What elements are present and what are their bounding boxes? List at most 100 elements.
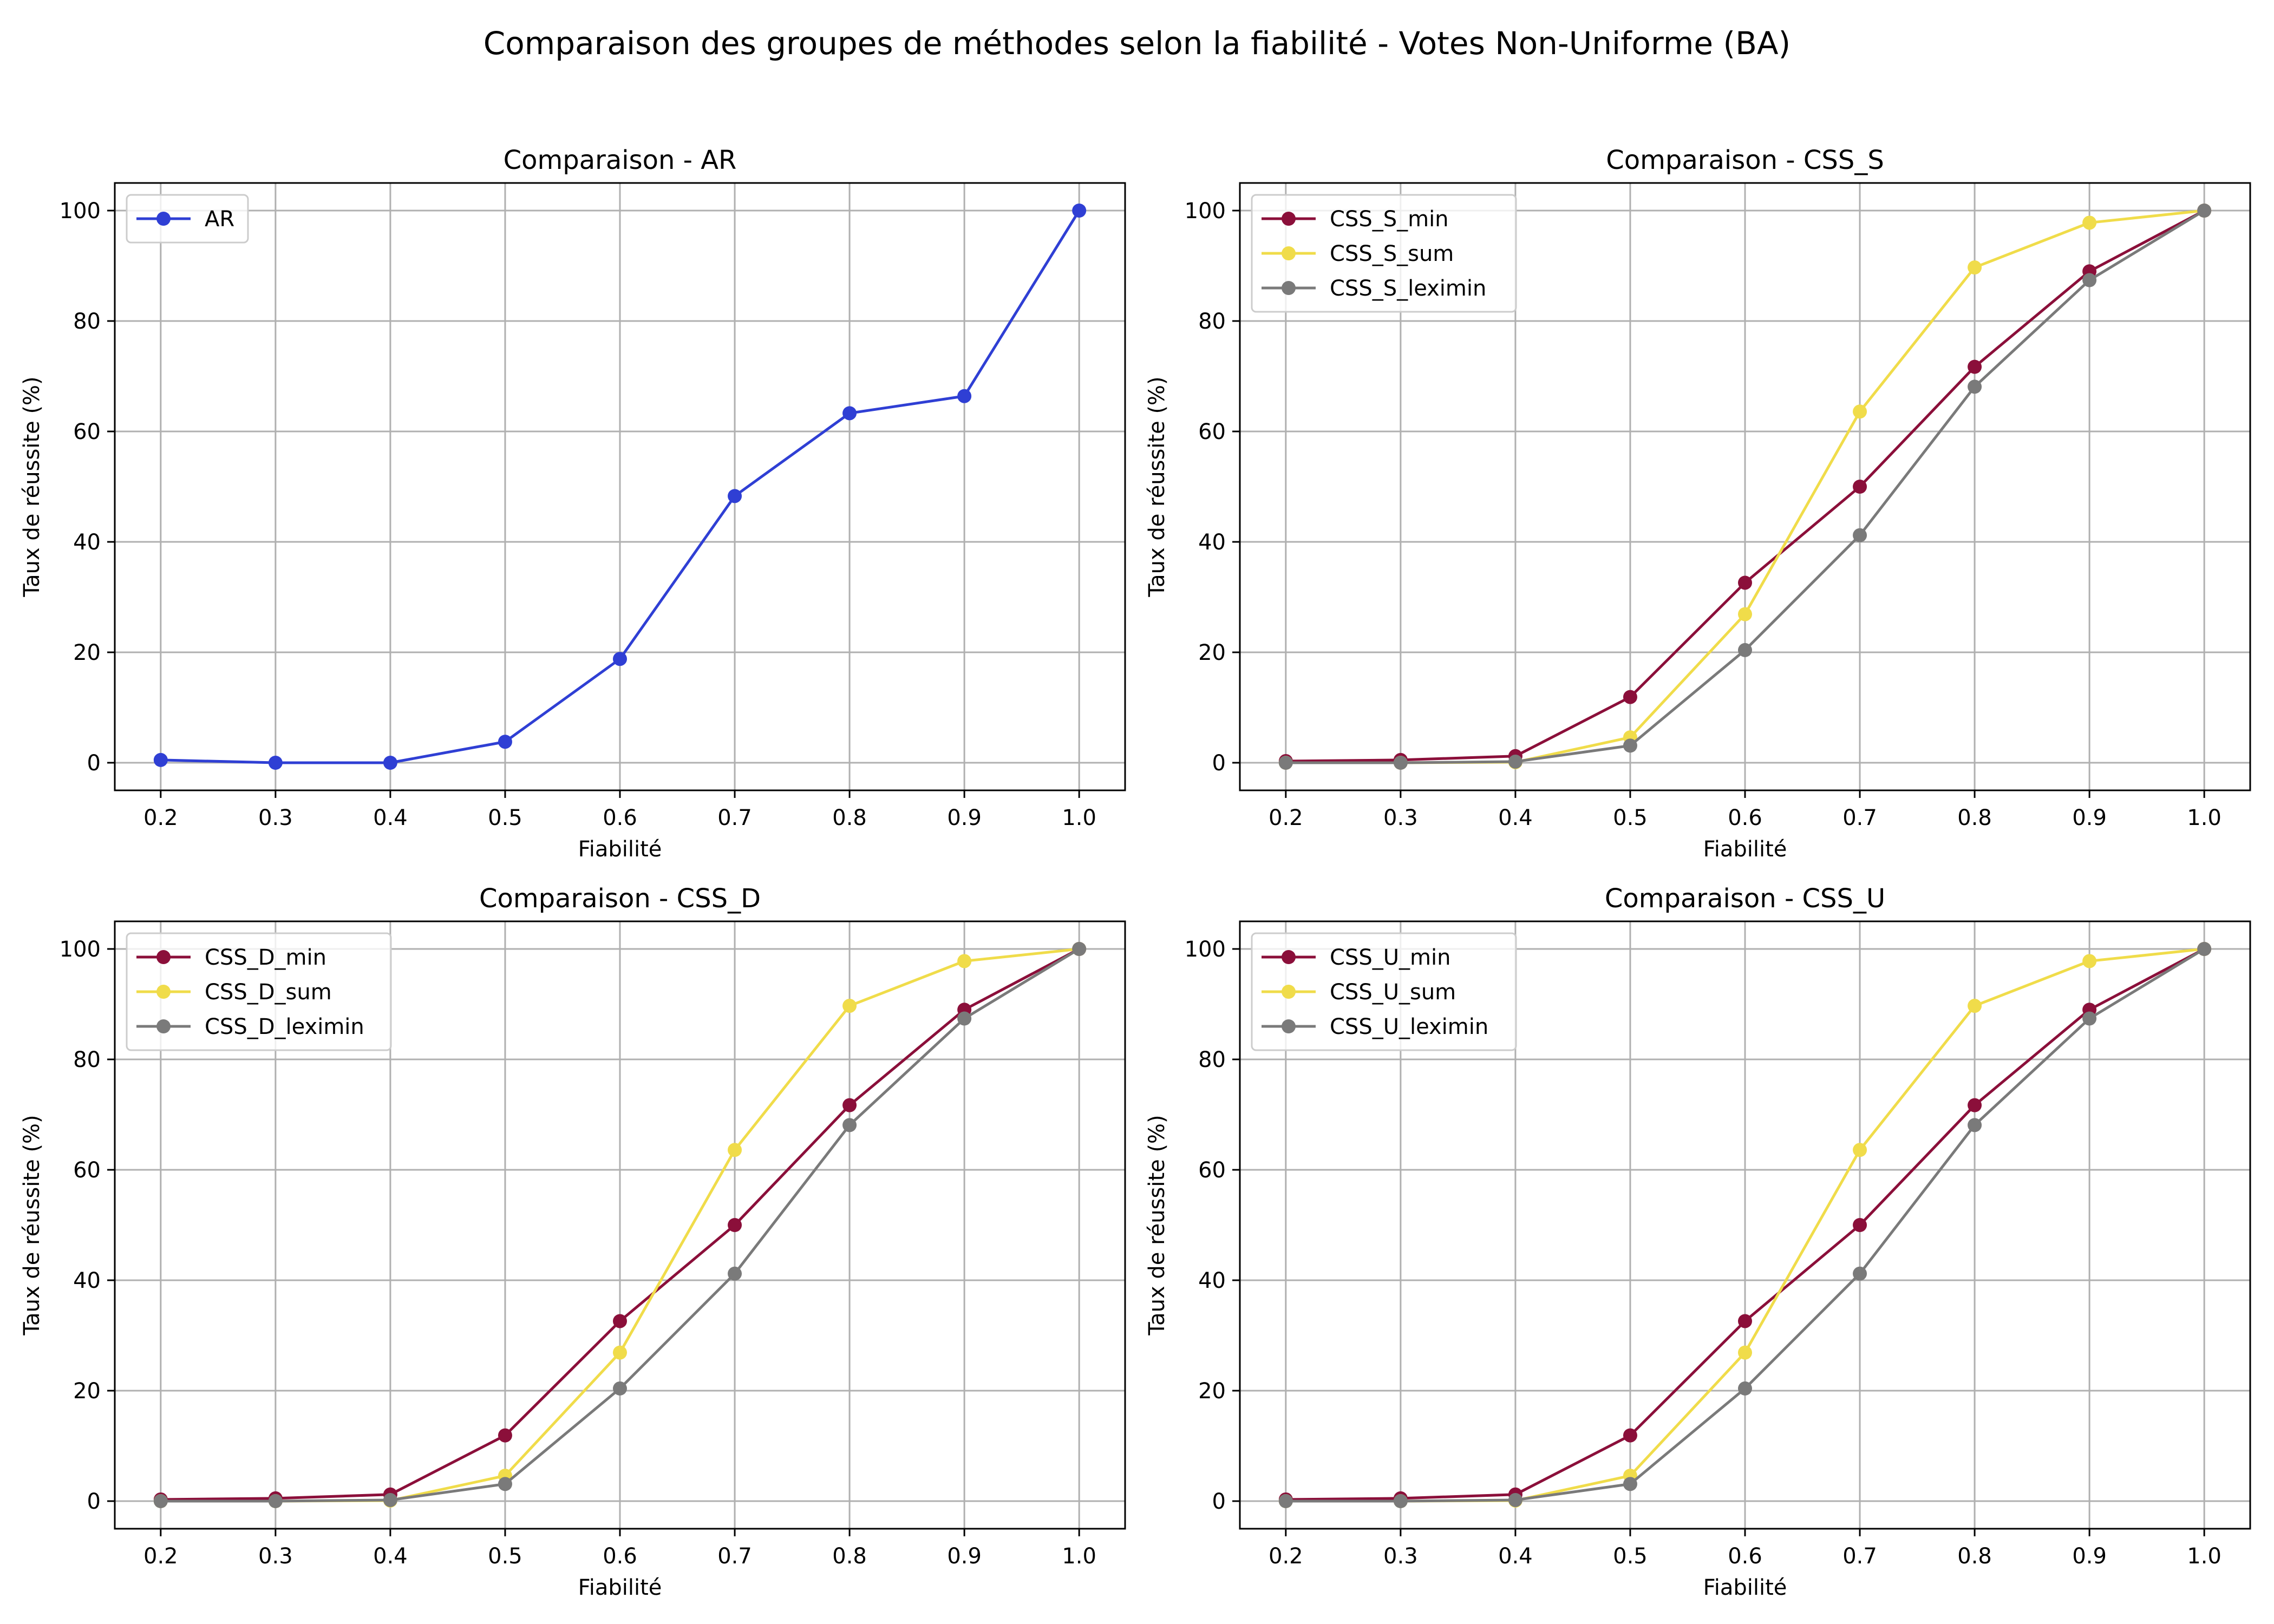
data-point — [1853, 480, 1867, 494]
x-tick-label: 0.6 — [603, 806, 637, 830]
y-tick-label: 20 — [73, 1379, 101, 1404]
data-point — [1623, 738, 1637, 753]
data-point — [613, 1314, 627, 1328]
data-point — [1968, 1118, 1982, 1132]
series-CSS_S_leximin — [1278, 204, 2212, 770]
data-point — [383, 756, 397, 770]
y-tick-label: 40 — [73, 1268, 101, 1293]
x-axis-label: Fiabilité — [578, 837, 662, 862]
legend-marker — [1282, 246, 1296, 260]
x-tick-label: 0.3 — [1383, 1544, 1418, 1569]
y-tick-label: 0 — [87, 751, 101, 776]
data-point — [728, 1143, 742, 1157]
data-point — [498, 735, 512, 749]
data-point — [1738, 1381, 1752, 1396]
data-point — [842, 1098, 857, 1112]
x-tick-label: 0.4 — [373, 1544, 408, 1569]
legend: CSS_D_min CSS_D_sum CSS_D_leximin — [126, 932, 392, 1051]
legend-label: CSS_U_sum — [1330, 980, 1456, 1005]
data-point — [2082, 1011, 2097, 1026]
legend-marker — [156, 212, 171, 226]
y-tick-label: 80 — [1198, 309, 1226, 334]
y-tick-label: 40 — [1198, 530, 1226, 555]
x-tick-label: 0.3 — [1383, 806, 1418, 830]
data-point — [1508, 1492, 1522, 1507]
subplot-2: 0.2 0.3 0.4 0.5 0.6 0.7 0.8 0.9 1.0 0 20 40 60 80 100 C… — [1145, 145, 2251, 862]
legend-marker — [1282, 281, 1296, 295]
x-tick-label: 0.9 — [2072, 1544, 2107, 1569]
data-point — [1623, 1477, 1637, 1491]
legend-label: CSS_S_leximin — [1330, 276, 1486, 301]
data-point — [842, 406, 857, 421]
data-point — [1738, 643, 1752, 657]
legend: CSS_S_min CSS_S_sum CSS_S_leximin — [1251, 194, 1517, 313]
data-point — [1968, 1098, 1982, 1112]
x-tick-label: 0.5 — [488, 806, 522, 830]
data-point — [1393, 756, 1408, 770]
data-point — [2082, 273, 2097, 287]
figure-title: Comparaison des groupes de méthodes selo… — [483, 25, 1791, 62]
data-point — [2082, 954, 2097, 968]
legend: AR — [126, 194, 249, 244]
x-tick-label: 1.0 — [2187, 1544, 2221, 1569]
data-point — [153, 752, 168, 767]
data-point — [2197, 942, 2212, 956]
x-tick-label: 0.2 — [1269, 806, 1303, 830]
x-tick-label: 0.2 — [143, 806, 178, 830]
y-axis-label: Taux de réussite (%) — [19, 1115, 44, 1335]
y-tick-label: 0 — [1212, 1489, 1226, 1514]
x-tick-label: 0.4 — [373, 806, 408, 830]
x-tick-label: 0.8 — [832, 1544, 867, 1569]
legend-marker — [156, 985, 171, 999]
data-point — [268, 756, 283, 770]
data-point — [498, 1428, 512, 1443]
legend-marker — [1282, 212, 1296, 226]
data-point — [1278, 756, 1293, 770]
data-point — [1508, 754, 1522, 769]
y-axis-label: Taux de réussite (%) — [1145, 376, 1169, 597]
x-tick-label: 0.5 — [1613, 1544, 1648, 1569]
x-axis-label: Fiabilité — [578, 1575, 662, 1600]
data-point — [1738, 1314, 1752, 1328]
x-tick-label: 0.8 — [1957, 806, 1992, 830]
data-point — [1853, 1143, 1867, 1157]
y-tick-label: 100 — [60, 937, 101, 962]
legend: CSS_U_min CSS_U_sum CSS_U_leximin — [1251, 932, 1517, 1051]
subplot-3: 0.2 0.3 0.4 0.5 0.6 0.7 0.8 0.9 1.0 0 20 40 60 80 100 C… — [19, 883, 1126, 1600]
legend-label: CSS_U_leximin — [1330, 1014, 1488, 1039]
y-tick-label: 20 — [1198, 640, 1226, 665]
data-point — [2197, 204, 2212, 218]
data-point — [1968, 260, 1982, 275]
y-tick-label: 20 — [73, 640, 101, 665]
data-point — [153, 1494, 168, 1508]
x-tick-label: 0.9 — [947, 1544, 982, 1569]
x-tick-label: 0.6 — [603, 1544, 637, 1569]
y-axis-label: Taux de réussite (%) — [1145, 1115, 1169, 1335]
data-point — [613, 652, 627, 666]
legend-label: CSS_S_min — [1330, 207, 1449, 232]
x-tick-label: 0.7 — [717, 806, 752, 830]
data-point — [1623, 690, 1637, 704]
x-tick-label: 1.0 — [2187, 806, 2221, 830]
data-point — [728, 1266, 742, 1281]
data-point — [1278, 1494, 1293, 1508]
legend-label: CSS_D_sum — [205, 980, 332, 1005]
y-tick-label: 60 — [73, 420, 101, 444]
x-tick-label: 0.9 — [947, 806, 982, 830]
y-tick-label: 100 — [60, 199, 101, 224]
legend-label: CSS_U_min — [1330, 945, 1450, 970]
x-tick-label: 0.4 — [1498, 1544, 1533, 1569]
data-point — [957, 1011, 972, 1026]
y-tick-label: 80 — [73, 309, 101, 334]
data-point — [1853, 1218, 1867, 1232]
data-point — [728, 1218, 742, 1232]
y-tick-label: 60 — [1198, 1158, 1226, 1183]
subplot-title: Comparaison - AR — [504, 145, 737, 175]
legend-marker — [1282, 985, 1296, 999]
y-tick-label: 40 — [1198, 1268, 1226, 1293]
legend-box — [126, 932, 392, 1051]
legend-marker — [1282, 1019, 1296, 1033]
subplot-4: 0.2 0.3 0.4 0.5 0.6 0.7 0.8 0.9 1.0 0 20 40 60 80 100 C… — [1145, 883, 2251, 1600]
legend-marker — [1282, 950, 1296, 964]
